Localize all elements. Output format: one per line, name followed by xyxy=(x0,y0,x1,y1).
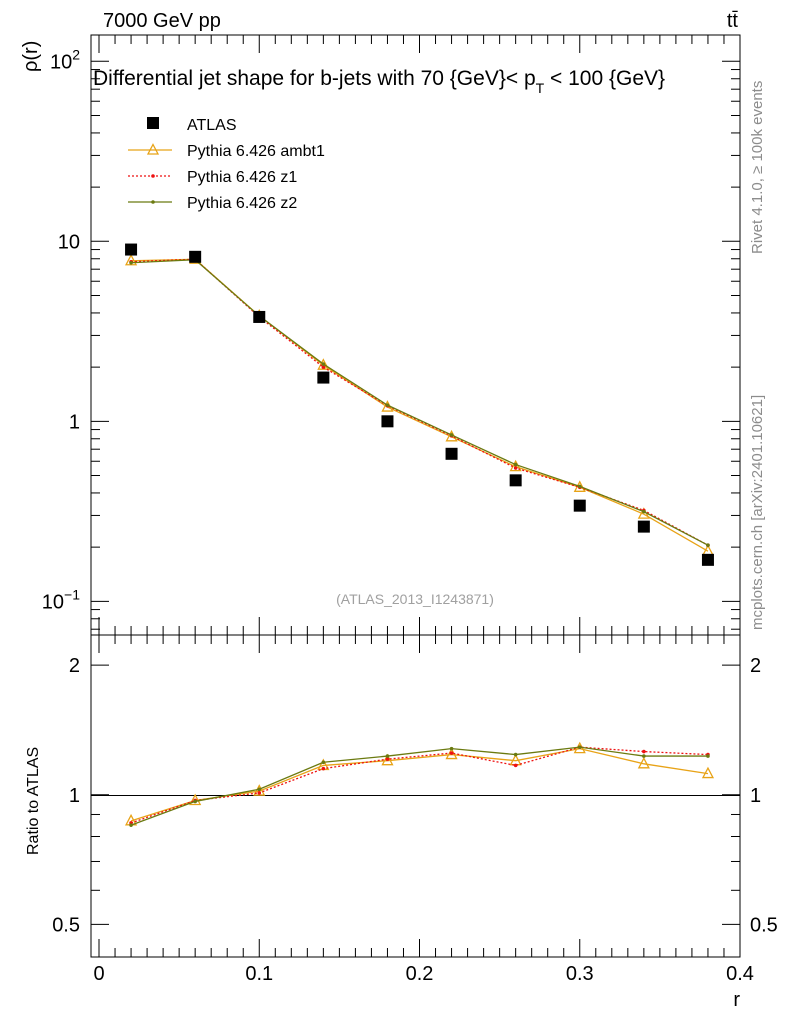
ratio-point-z2 xyxy=(449,746,454,751)
ratio-point-z1 xyxy=(449,751,454,755)
main-point-atlas xyxy=(637,520,650,533)
legend-marker-atlas xyxy=(147,117,159,129)
main-point-z2 xyxy=(321,362,326,366)
main-point-atlas xyxy=(509,474,522,487)
main-point-atlas xyxy=(701,553,714,566)
title-prefix: Differential jet shape for b-jets with 7… xyxy=(93,67,536,90)
legend-marker-z2 xyxy=(151,200,155,204)
ratio-point-z2 xyxy=(321,760,326,765)
main-point-ambt1 xyxy=(124,253,138,266)
x-tick-label: 0.4 xyxy=(726,963,754,985)
main-point-z2 xyxy=(706,543,710,548)
ratio-point-z1 xyxy=(642,749,646,754)
legend-label-ambt1: Pythia 6.426 ambt1 xyxy=(187,143,325,160)
ratio-point-z2 xyxy=(513,752,518,757)
main-point-z2 xyxy=(129,260,133,265)
legend-marker-z1 xyxy=(151,174,155,178)
ratio-y-tick-label-right: 0.5 xyxy=(750,914,778,936)
main-point-atlas xyxy=(253,310,266,323)
main-point-atlas xyxy=(125,243,138,256)
x-tick-label: 0.2 xyxy=(406,963,434,985)
main-ticks: 10−1 1 10 102 xyxy=(42,35,741,635)
mcplots-label: mcplots.cern.ch [arXiv:2401.10621] xyxy=(749,395,766,630)
ratio-point-ambt1 xyxy=(637,756,650,769)
main-point-atlas xyxy=(381,415,394,428)
title-subscript: T xyxy=(536,80,545,96)
main-point-atlas xyxy=(317,371,330,384)
legend-label-z1: Pythia 6.426 z1 xyxy=(187,169,297,186)
ratio-point-ambt1 xyxy=(701,766,715,779)
x-tick-label: 0 xyxy=(93,963,104,985)
rivet-label: Rivet 4.1.0, ≥ 100k events xyxy=(749,81,766,254)
main-point-z1 xyxy=(513,466,518,470)
main-y-tick-label: 102 xyxy=(50,46,80,73)
ratio-point-z2 xyxy=(642,754,646,758)
analysis-id: (ATLAS_2013_I1243871) xyxy=(336,591,494,607)
main-point-z2 xyxy=(385,403,390,407)
ratio-point-z1 xyxy=(513,763,518,768)
ratio-point-z1 xyxy=(257,791,262,795)
main-y-tick-label: 1 xyxy=(69,411,80,433)
ratio-y-tick-label-right: 2 xyxy=(750,655,761,677)
x-axis-label: r xyxy=(733,989,740,1011)
legend-marker-ambt1 xyxy=(146,143,160,155)
main-point-z2 xyxy=(642,509,646,514)
main-series xyxy=(124,243,715,566)
main-point-atlas xyxy=(189,250,202,263)
main-point-z1 xyxy=(321,365,326,369)
energy-label: 7000 GeV pp xyxy=(103,10,221,32)
x-tick-label: 0.1 xyxy=(245,963,273,985)
main-point-z2 xyxy=(513,462,518,467)
main-y-tick-label: 10−1 xyxy=(42,586,80,613)
main-point-z2 xyxy=(577,484,582,489)
ratio-point-z2 xyxy=(577,745,582,749)
ratio-y-tick-label: 1 xyxy=(69,785,80,807)
ratio-series xyxy=(124,741,715,827)
ratio-point-z2 xyxy=(193,799,197,804)
ratio-y-tick-label: 2 xyxy=(69,655,80,677)
ratio-line-ambt1 xyxy=(130,747,709,822)
ratio-line-z2 xyxy=(130,746,708,826)
main-line-z2 xyxy=(131,259,709,546)
main-point-atlas xyxy=(445,447,458,460)
ratio-y-tick-label: 0.5 xyxy=(52,914,80,936)
plot-title: Differential jet shape for b-jets with 7… xyxy=(93,67,665,96)
x-tick-label: 0.3 xyxy=(566,963,594,985)
ratio-y-tick-label-right: 1 xyxy=(750,785,761,807)
ratio-point-z2 xyxy=(129,823,133,827)
legend: ATLAS Pythia 6.426 ambt1 Pythia 6.426 z1… xyxy=(128,117,325,212)
legend-label-z2: Pythia 6.426 z2 xyxy=(187,195,297,212)
title-suffix: < 100 {GeV} xyxy=(544,67,665,90)
process-label: tt̄ xyxy=(727,10,739,32)
main-point-atlas xyxy=(573,499,586,512)
main-point-ambt1 xyxy=(701,544,715,556)
main-point-z2 xyxy=(449,433,454,437)
legend-label-atlas: ATLAS xyxy=(187,117,237,134)
ratio-ticks: 0.5 0.5 1 1 2 2 0 0.1 0.2 0.3 0.4 xyxy=(52,635,778,985)
main-line-ambt1 xyxy=(131,258,709,552)
ratio-point-ambt1 xyxy=(381,753,394,766)
ratio-point-z2 xyxy=(385,754,390,758)
ratio-y-axis-label: Ratio to ATLAS xyxy=(25,747,42,855)
main-y-axis-label: ρ(r) xyxy=(20,41,42,72)
main-y-tick-label: 10 xyxy=(58,231,80,253)
ratio-point-z2 xyxy=(257,787,262,792)
ratio-point-z1 xyxy=(321,766,326,771)
ratio-point-z2 xyxy=(706,754,710,758)
ratio-point-ambt1 xyxy=(189,793,202,806)
ratio-line-z1 xyxy=(130,746,708,824)
ratio-point-z1 xyxy=(385,757,390,761)
